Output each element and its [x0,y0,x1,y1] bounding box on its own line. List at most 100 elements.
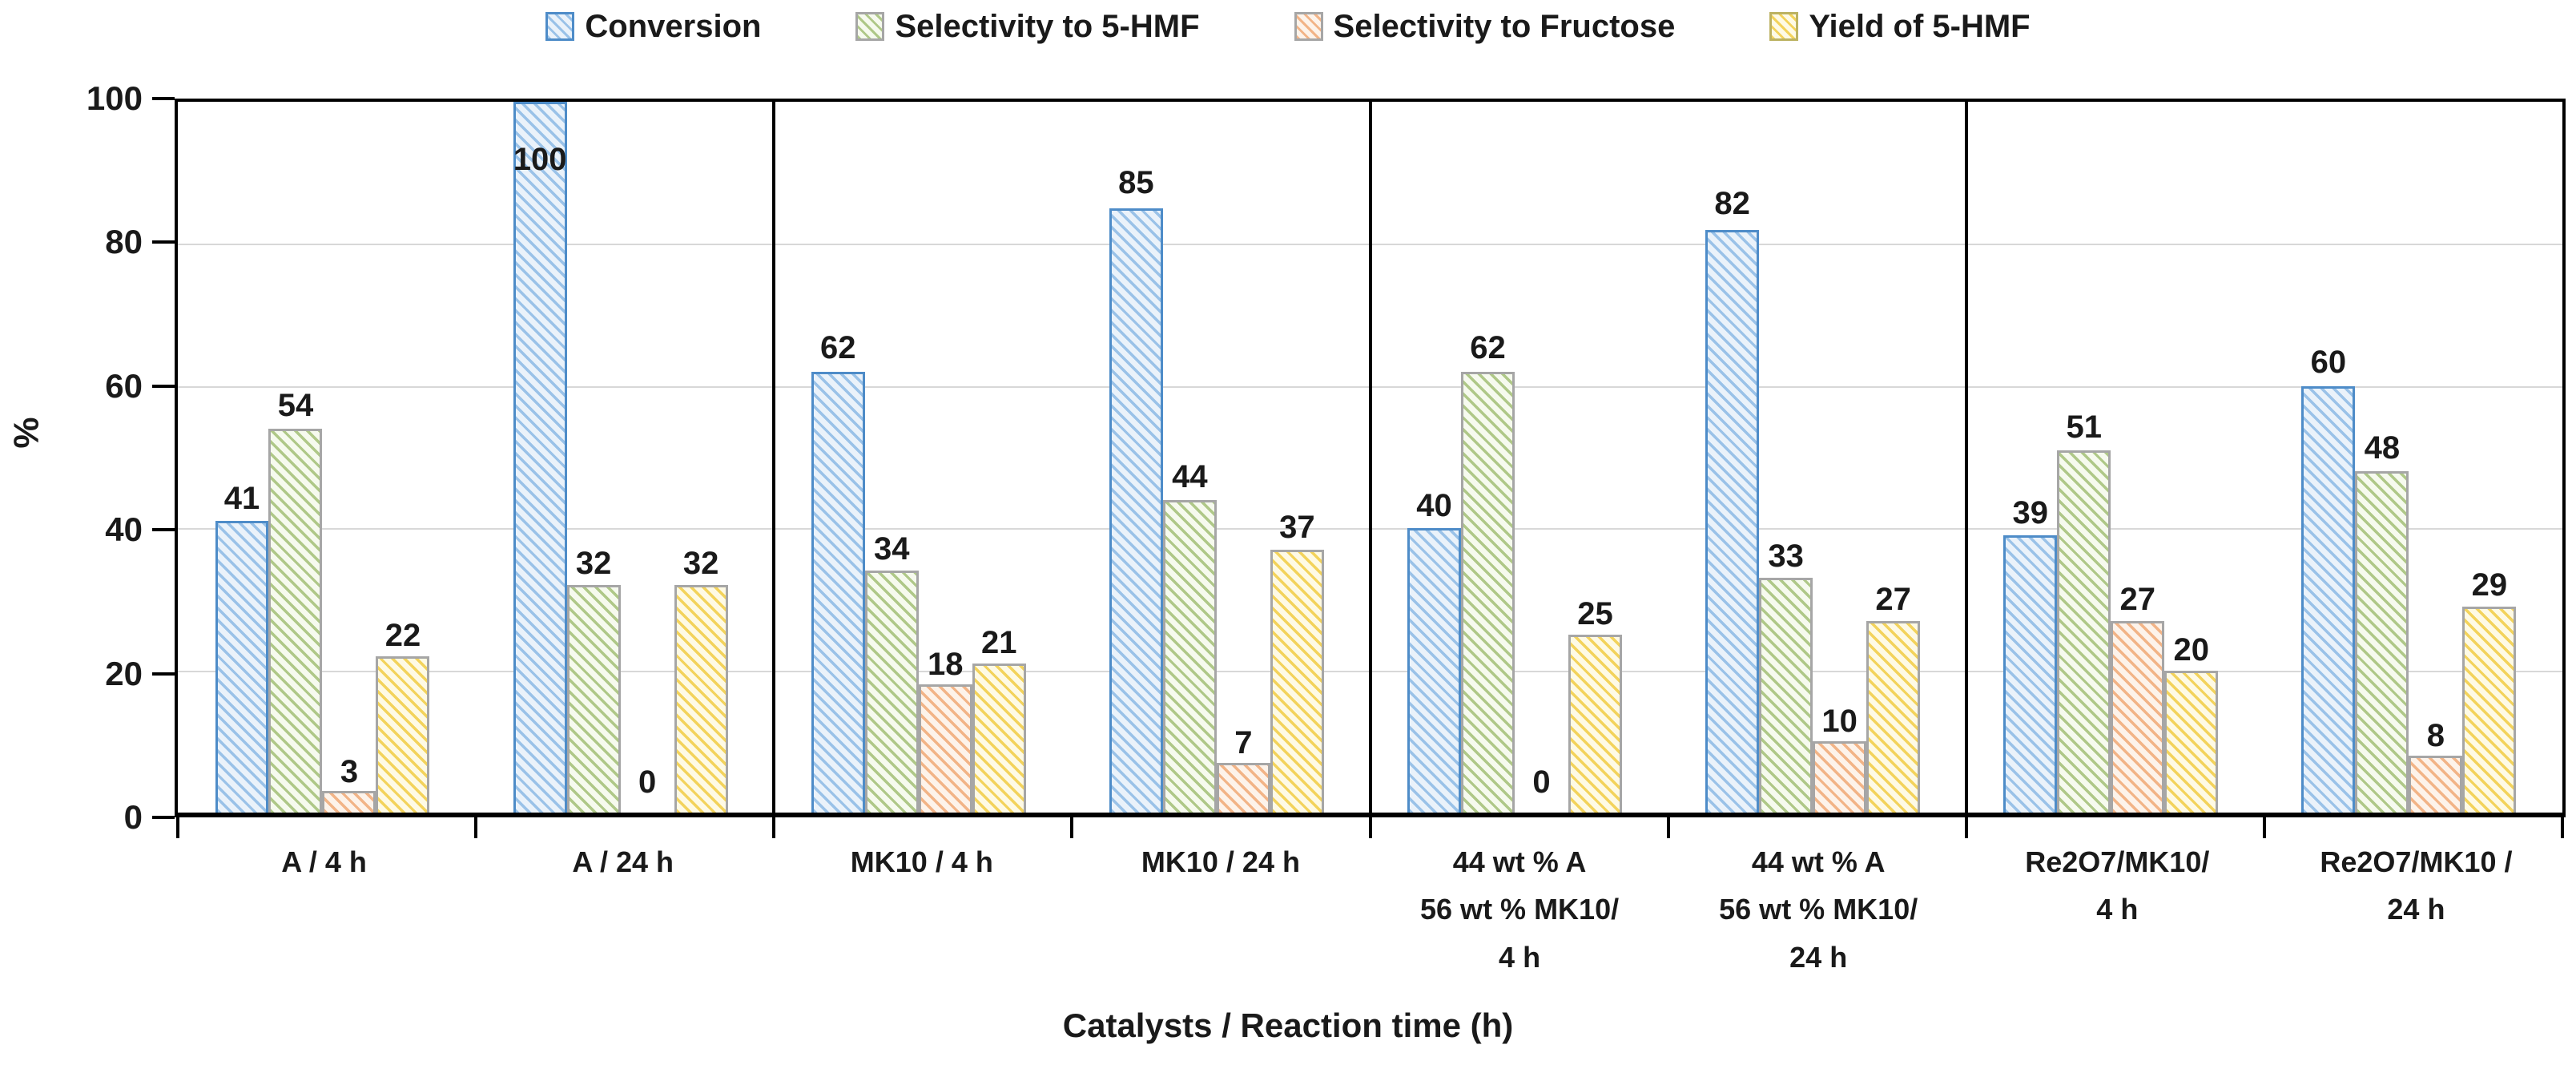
x-category-label: Re2O7/MK10/ 4 h [2025,845,2210,926]
x-axis-tick [1368,817,1372,838]
y-axis-tick [152,384,175,388]
bar [1270,549,1324,813]
bar-value-label: 10 [1821,704,1858,740]
y-axis-tick-label: 20 [105,654,143,692]
bar [1407,528,1461,813]
bar [811,372,865,813]
bar [864,571,919,813]
y-axis-tick-label: 60 [105,366,143,405]
x-category-label: A / 24 h [572,845,674,878]
bar-value-label: 82 [1714,186,1750,222]
y-axis-tick [152,816,175,819]
bar-value-label: 40 [1416,488,1452,524]
panel-divider [1964,102,1968,813]
bar [2301,385,2356,813]
bar-value-label: 32 [575,545,612,581]
x-axis-tick [2262,817,2266,838]
bar-value-label: 33 [1768,538,1804,574]
bar-value-label: 8 [2426,718,2445,754]
bar-value-label: 29 [2471,567,2508,603]
bar [215,521,269,813]
bar [1216,762,1270,813]
y-axis-tick [152,97,175,100]
x-category-label: 44 wt % A 56 wt % MK10/ 24 h [1719,845,1918,974]
bar [2355,471,2409,813]
y-axis-tick-label: 0 [123,798,143,836]
panel-divider [772,102,776,813]
bar [1866,620,1921,813]
bar-value-label: 0 [638,764,657,800]
bar-value-label: 62 [1470,329,1506,365]
y-axis-tick [152,528,175,532]
x-axis-tick [1070,817,1074,838]
x-axis-tick [176,817,179,838]
bar [1813,741,1867,813]
legend-swatch-icon [545,12,575,41]
y-axis-tick-label: 40 [105,510,143,549]
bar [1568,635,1622,813]
legend-item: Yield of 5-HMF [1769,8,2031,45]
chart-legend: Conversion Selectivity to 5-HMF Selectivit… [0,5,2576,48]
x-category-label: Re2O7/MK10 / 24 h [2320,845,2513,926]
bar-value-label: 100 [513,142,567,177]
x-axis-tick [1964,817,1968,838]
bar [1109,208,1163,813]
bar [376,655,430,813]
bar-value-label: 54 [277,387,314,423]
x-axis-tick [1666,817,1670,838]
bar-value-label: 39 [2012,495,2049,531]
bar [2003,535,2058,813]
legend-swatch-icon [1769,12,1799,41]
bar [513,102,567,813]
bar [268,429,323,813]
bar [2462,606,2517,813]
bar-value-label: 25 [1577,595,1613,631]
bar-value-label: 41 [223,481,260,517]
x-axis-tick [772,817,776,838]
y-axis: 0 20 40 60 80 100 [0,79,175,836]
bar [2409,756,2463,813]
y-axis-tick [152,240,175,244]
bar-value-label: 85 [1118,164,1154,200]
bar-value-label: 27 [1875,581,1911,617]
bar [1162,499,1217,813]
legend-swatch-icon [855,12,885,41]
x-axis-tick [2561,817,2564,838]
bar [322,791,376,813]
y-axis-tick-label: 80 [105,223,143,261]
bar [1759,578,1813,813]
legend-label: Selectivity to Fructose [1333,8,1676,44]
legend-item: Selectivity to Fructose [1294,8,1676,45]
bar-value-label: 18 [927,646,964,682]
bar [674,585,728,813]
legend-label: Yield of 5-HMF [1809,8,2031,44]
bar-value-label: 21 [980,624,1017,660]
x-axis-tick [474,817,478,838]
bar-value-label: 44 [1172,459,1208,495]
bar-value-label: 37 [1279,510,1315,546]
bar-value-label: 32 [682,545,719,581]
bar [566,585,621,813]
x-axis-title: Catalysts / Reaction time (h) [1062,1006,1514,1044]
plot-area: 41 100 62 85 40 82 39 60 54 32 34 44 62 33 51 48 3 0 18 7 0 1… [175,99,2566,838]
x-category-label: A / 4 h [281,845,367,878]
x-category-label: MK10 / 24 h [1141,845,1300,878]
bar-value-label: 60 [2310,344,2347,380]
bar-value-label: 22 [384,617,421,653]
legend-label: Selectivity to 5-HMF [895,8,1200,44]
y-axis-tick [152,672,175,676]
bar [2057,450,2111,813]
bar [972,663,1026,813]
bar [2111,620,2165,813]
x-axis-category-labels: A / 4 h A / 24 h MK10 / 4 h MK10 / 24 h 44 w… [175,838,2566,981]
bar-value-label: 51 [2066,409,2102,445]
legend-swatch-icon [1294,12,1323,41]
bar-value-label: 34 [873,531,910,567]
bar-value-label: 0 [1532,764,1551,800]
bar-value-label: 20 [2173,631,2209,668]
legend-item: Conversion [545,9,761,45]
bar [918,684,972,813]
bar [1705,229,1760,813]
bar-value-label: 48 [2364,430,2401,466]
